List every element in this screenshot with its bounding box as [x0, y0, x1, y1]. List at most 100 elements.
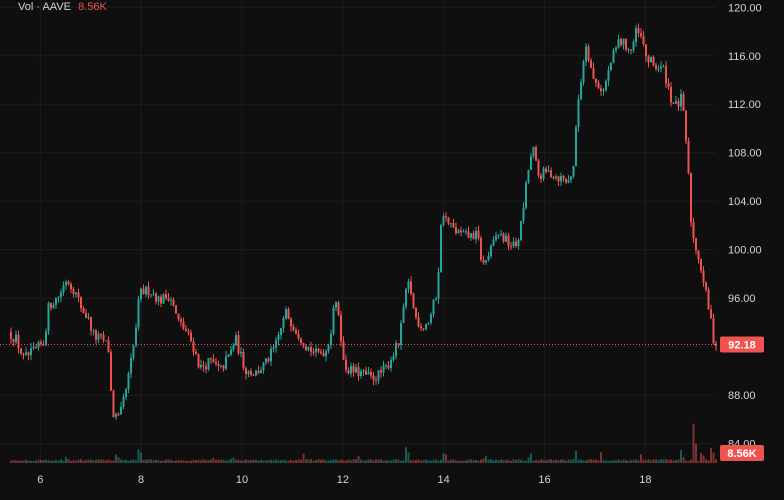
candle-body [257, 371, 260, 374]
candle-body [222, 365, 225, 369]
candle-body [582, 61, 585, 83]
candle-body [250, 371, 252, 375]
volume-bar [107, 459, 110, 463]
volume-bar [235, 459, 237, 463]
volume-bar [317, 459, 320, 463]
candle-body [285, 309, 287, 319]
candle-body [670, 87, 672, 103]
candle-body [280, 328, 282, 336]
volume-bar [280, 460, 282, 463]
volume-bar [430, 460, 432, 463]
volume-bar [597, 460, 600, 463]
candle-body [572, 165, 575, 177]
volume-legend: Vol · AAVE 8.56K [18, 1, 107, 13]
volume-bar [550, 459, 552, 463]
candle-body [282, 318, 285, 329]
candle-body [510, 245, 512, 247]
volume-bar [647, 459, 650, 463]
volume-bar [302, 453, 305, 463]
volume-bar [225, 460, 227, 463]
volume-bar [710, 447, 712, 463]
volume-bar [442, 453, 445, 463]
candle-body [592, 67, 595, 79]
candle-body [555, 176, 557, 179]
candle-body [182, 321, 185, 329]
candle-body [20, 348, 22, 354]
x-tick-label: 8 [138, 474, 144, 486]
volume-bar [495, 459, 497, 463]
volume-bar [610, 460, 612, 463]
volume-bar [482, 458, 485, 463]
candle-body [390, 359, 392, 369]
candle-body [492, 239, 495, 246]
candle-body [297, 333, 300, 339]
candle-body [660, 66, 662, 69]
volume-bar [650, 460, 652, 463]
candle-body [430, 314, 432, 323]
candle-body [195, 351, 197, 354]
volume-bar [277, 460, 280, 463]
volume-bar [645, 460, 647, 463]
candle-body [557, 176, 560, 182]
volume-bar [300, 459, 302, 463]
volume-bar [27, 460, 30, 463]
volume-bar [632, 459, 635, 463]
candle-body [25, 352, 27, 355]
volume-bar [237, 459, 240, 463]
volume-bar [457, 460, 460, 463]
candle-body [50, 303, 52, 308]
candle-body [457, 230, 460, 234]
candle-body [170, 299, 172, 301]
candle-body [320, 351, 322, 354]
candle-body [232, 345, 235, 350]
volume-bar [297, 459, 300, 463]
volume-bar [507, 459, 510, 463]
volume-bar [295, 460, 297, 463]
candle-body [247, 371, 250, 375]
candle-body [385, 365, 387, 367]
volume-bar [182, 460, 185, 463]
volume-bar [542, 460, 545, 463]
candle-body [687, 140, 690, 173]
volume-bar [562, 459, 565, 463]
volume-bar [375, 459, 377, 463]
candle-body [522, 207, 525, 222]
volume-bar [262, 460, 265, 463]
volume-bar [577, 459, 580, 463]
volume-bar [497, 460, 500, 463]
volume-bar [665, 459, 667, 463]
candle-body [345, 359, 347, 370]
candle-body [32, 347, 35, 349]
candle-body [30, 348, 32, 356]
candle-body [580, 82, 582, 99]
volume-bar [305, 459, 307, 463]
candle-body [325, 351, 327, 357]
candle-body [187, 331, 190, 333]
volume-bar [142, 459, 145, 463]
candle-body [260, 370, 262, 374]
candle-body [317, 348, 320, 352]
volume-bar [285, 460, 287, 463]
volume-bar [367, 459, 370, 463]
candle-body [490, 245, 492, 257]
volume-bar [132, 459, 135, 463]
volume-bar [162, 460, 165, 463]
volume-bar [347, 459, 350, 463]
candle-body [432, 299, 435, 315]
volume-bar [67, 459, 70, 463]
candle-body [107, 340, 110, 353]
volume-bar [272, 460, 275, 463]
candle-body [695, 238, 697, 251]
volume-bar [22, 460, 25, 463]
candle-body [467, 231, 470, 238]
volume-bar [57, 460, 60, 463]
volume-bar [450, 459, 452, 463]
candle-body [622, 38, 625, 45]
y-tick-label: 116.00 [728, 51, 761, 63]
volume-bar [205, 460, 207, 463]
volume-bar [120, 459, 122, 463]
volume-bar [75, 460, 77, 463]
candle-body [157, 296, 160, 302]
